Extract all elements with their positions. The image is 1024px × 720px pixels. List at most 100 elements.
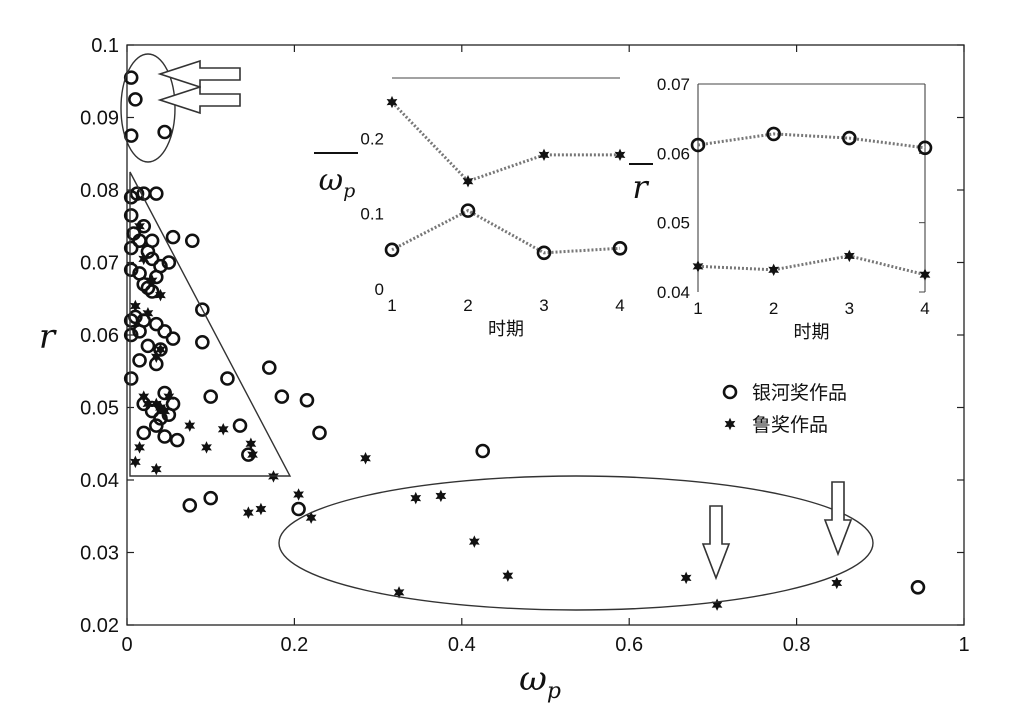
- down-arrow: [823, 481, 853, 557]
- star-point: [142, 397, 154, 411]
- cluster-triangle: [129, 171, 292, 477]
- inset-star-point: [692, 260, 704, 273]
- inset-y-tick-label: 0.04: [657, 283, 690, 302]
- inset-x-tick-label: 2: [769, 299, 778, 318]
- inset-series-line: [697, 132, 926, 150]
- star-point: [293, 488, 304, 501]
- star-point: [217, 423, 229, 436]
- star-point: [247, 448, 258, 461]
- x-tick-label: 0.4: [448, 634, 476, 656]
- circle-point: [157, 324, 172, 339]
- inset-x-axis-label: 时期: [488, 319, 524, 340]
- circle-point: [195, 302, 210, 317]
- y-tick-label: 0.03: [80, 543, 119, 565]
- circle-point: [165, 229, 181, 245]
- inset-left-y-axis-subscript: p: [343, 180, 355, 202]
- bottom-right-ellipse: [278, 475, 874, 611]
- inset-left-plot: 1 2 3 4 0 0.1 0.2 时期 ωp: [314, 77, 628, 340]
- star-point: [134, 441, 145, 454]
- star-point: [150, 462, 162, 476]
- star-point: [502, 569, 514, 582]
- inset-y-tick-label: 0.06: [657, 144, 690, 163]
- circle-point: [195, 334, 210, 350]
- star-point: [410, 491, 422, 505]
- inset-circle-point: [460, 203, 476, 218]
- circle-point: [123, 327, 139, 343]
- inset-circle-point: [842, 130, 857, 146]
- circle-point: [299, 392, 315, 408]
- inset-star-point: [614, 148, 626, 162]
- circle-point: [157, 124, 172, 140]
- legend-label: 鲁奖作品: [752, 414, 828, 436]
- star-point: [435, 489, 447, 503]
- circle-point: [203, 490, 218, 506]
- star-point: [245, 437, 257, 450]
- circle-point: [291, 501, 306, 517]
- inset-series-line: [391, 208, 621, 255]
- inset-circle-point: [917, 140, 933, 156]
- inset-x-tick-label: 3: [539, 296, 548, 315]
- legend-star-marker: [724, 417, 736, 431]
- y-tick-label: 0.06: [80, 325, 119, 347]
- legend-circle-marker: [722, 384, 738, 400]
- star-point: [831, 576, 843, 590]
- inset-x-tick-label: 1: [387, 296, 396, 315]
- circle-point: [261, 360, 277, 375]
- circle-point: [128, 92, 143, 107]
- star-point: [305, 511, 317, 524]
- circle-point: [132, 324, 147, 339]
- inset-x-axis-label: 时期: [794, 322, 830, 343]
- star-point: [146, 274, 158, 287]
- inset-star-point: [538, 148, 550, 162]
- inset-y-tick-label: 0.2: [360, 129, 384, 148]
- circle-point: [148, 186, 164, 201]
- circle-point: [123, 262, 139, 278]
- star-point: [155, 401, 166, 414]
- circle-point: [132, 353, 147, 368]
- top-left-ellipse: [120, 53, 176, 163]
- inset-circle-point: [690, 137, 706, 153]
- circle-point: [161, 255, 177, 270]
- star-point: [134, 220, 145, 233]
- inset-star-point: [462, 175, 474, 188]
- legend-label: 银河奖作品: [752, 382, 847, 404]
- circle-point: [129, 186, 145, 201]
- inset-circle-point: [766, 126, 781, 142]
- inset-x-tick-label: 2: [463, 296, 472, 315]
- star-point: [711, 598, 723, 611]
- inset-circle-point: [612, 241, 628, 256]
- star-point: [155, 343, 166, 356]
- x-tick-label: 1: [958, 634, 969, 656]
- annotations: [120, 53, 874, 611]
- circle-point: [203, 389, 218, 404]
- star-point: [201, 441, 212, 454]
- inset-y-tick-label: 0: [375, 280, 384, 299]
- inset-circle-point: [536, 245, 552, 261]
- star-point: [163, 390, 175, 403]
- inset-star-point: [919, 268, 931, 281]
- inset-y-tick-label: 0.07: [657, 75, 690, 94]
- inset-series-line: [390, 101, 620, 183]
- y-tick-label: 0.08: [80, 180, 119, 202]
- y-tick-label: 0.1: [91, 35, 119, 57]
- inset-right-plot: 1 2 3 4 0.04 0.05 0.06 0.07 时期 r: [629, 75, 933, 343]
- series-lu-award: [130, 220, 843, 611]
- star-point: [138, 252, 150, 266]
- circle-point: [184, 233, 200, 249]
- x-axis-label-subscript: p: [547, 679, 561, 704]
- circle-point: [140, 338, 156, 354]
- inset-x-tick-label: 4: [615, 296, 624, 315]
- inset-x-tick-label: 3: [845, 299, 854, 318]
- y-tick-label: 0.04: [80, 470, 119, 492]
- x-tick-label: 0.6: [615, 634, 643, 656]
- star-point: [243, 506, 254, 519]
- inset-star-point: [843, 249, 855, 263]
- star-point: [142, 307, 154, 320]
- inset-star-point: [386, 95, 398, 109]
- circle-point: [136, 425, 152, 441]
- circle-point: [148, 418, 164, 433]
- main-plot: 0 0.2 0.4 0.6 0.8 1 0.02 0.03 0.04 0.05 0.06 0.07 0.…: [39, 35, 970, 704]
- left-arrow: [157, 85, 241, 115]
- star-point: [150, 397, 162, 411]
